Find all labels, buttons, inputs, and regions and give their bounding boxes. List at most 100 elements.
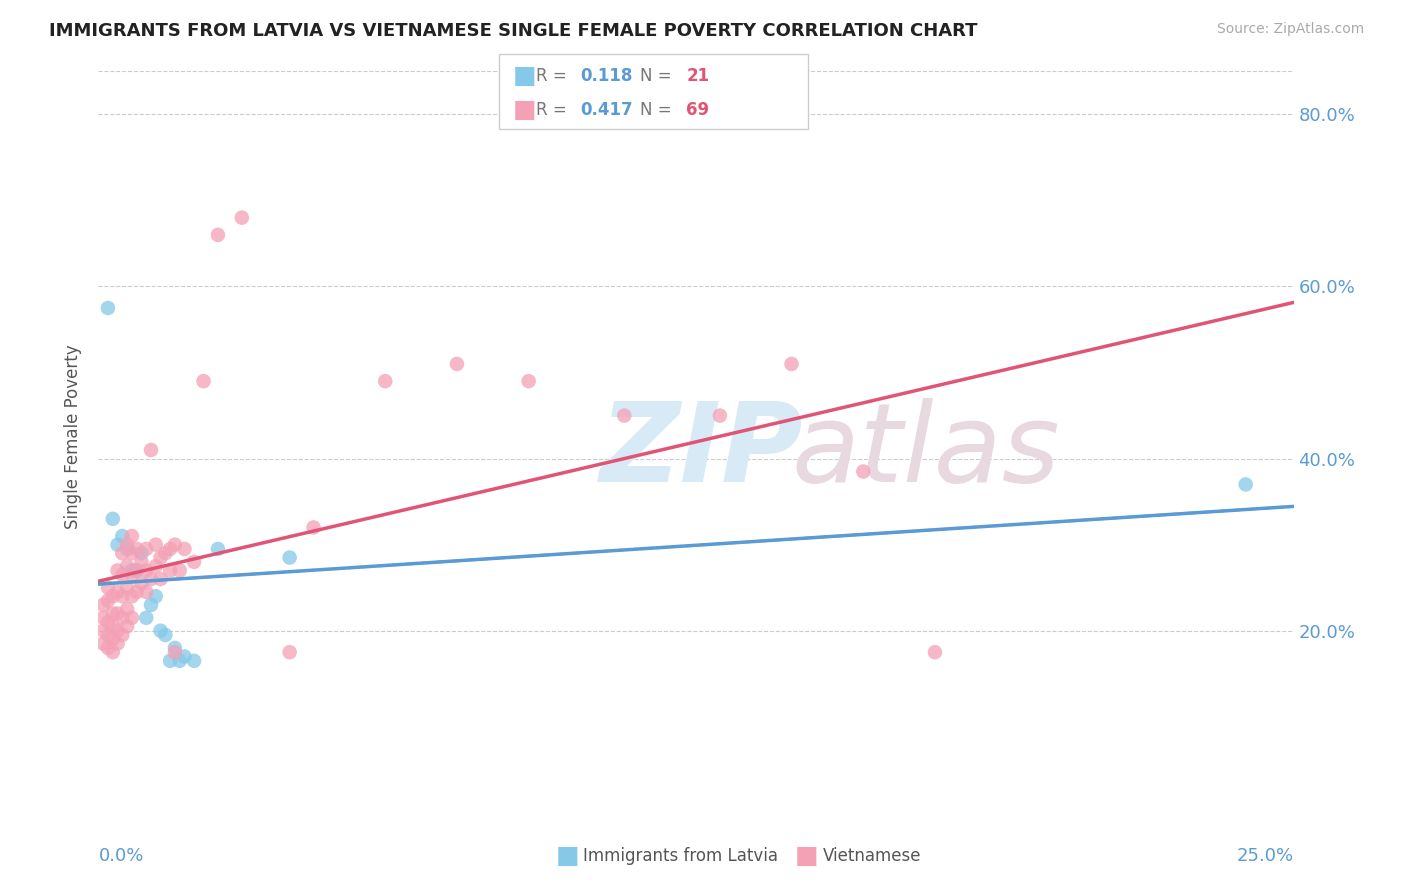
Point — [924, 645, 946, 659]
Point — [91, 624, 114, 638]
Point — [97, 628, 120, 642]
Point — [155, 628, 177, 642]
Point — [163, 645, 186, 659]
Point — [121, 564, 143, 578]
Point — [131, 555, 153, 569]
Point — [135, 541, 157, 556]
Point — [446, 357, 468, 371]
Point — [135, 564, 157, 578]
Text: ■: ■ — [513, 64, 537, 87]
Point — [101, 645, 124, 659]
Text: R =: R = — [536, 67, 572, 85]
Point — [115, 619, 138, 633]
Point — [183, 654, 205, 668]
Text: R =: R = — [536, 101, 572, 119]
Point — [709, 409, 731, 423]
Text: Vietnamese: Vietnamese — [823, 847, 921, 865]
Point — [155, 546, 177, 560]
Text: atlas: atlas — [792, 398, 1060, 505]
Point — [91, 611, 114, 625]
Point — [139, 572, 162, 586]
Point — [163, 538, 186, 552]
Point — [121, 529, 143, 543]
Point — [111, 628, 134, 642]
Point — [139, 442, 162, 457]
Point — [131, 546, 153, 560]
Point — [159, 564, 181, 578]
Point — [145, 559, 167, 574]
Point — [121, 546, 143, 560]
Point — [207, 541, 229, 556]
Point — [1234, 477, 1257, 491]
Point — [145, 589, 167, 603]
Text: N =: N = — [640, 101, 676, 119]
Point — [149, 572, 172, 586]
Point — [149, 624, 172, 638]
Point — [101, 607, 124, 621]
Point — [107, 585, 129, 599]
Text: 25.0%: 25.0% — [1236, 847, 1294, 864]
Point — [97, 301, 120, 315]
Point — [169, 654, 191, 668]
Text: 0.118: 0.118 — [581, 67, 633, 85]
Text: 0.0%: 0.0% — [98, 847, 143, 864]
Point — [374, 374, 396, 388]
Text: ■: ■ — [794, 845, 818, 868]
Text: 69: 69 — [686, 101, 709, 119]
Point — [115, 559, 138, 574]
Point — [613, 409, 636, 423]
Text: Source: ZipAtlas.com: Source: ZipAtlas.com — [1216, 22, 1364, 37]
Point — [115, 602, 138, 616]
Point — [97, 640, 120, 655]
Point — [101, 589, 124, 603]
Point — [107, 637, 129, 651]
Point — [97, 581, 120, 595]
Point — [231, 211, 253, 225]
Point — [121, 589, 143, 603]
Point — [115, 541, 138, 556]
Text: 21: 21 — [686, 67, 709, 85]
Point — [91, 637, 114, 651]
Point — [517, 374, 540, 388]
Point — [115, 538, 138, 552]
Point — [125, 585, 148, 599]
Point — [163, 640, 186, 655]
Point — [111, 529, 134, 543]
Point — [97, 593, 120, 607]
Point — [159, 654, 181, 668]
Point — [169, 564, 191, 578]
Text: ZIP: ZIP — [600, 398, 804, 505]
Point — [173, 541, 195, 556]
Point — [121, 611, 143, 625]
Point — [107, 607, 129, 621]
Point — [302, 520, 325, 534]
Point — [101, 619, 124, 633]
Point — [852, 465, 875, 479]
Point — [101, 632, 124, 647]
Y-axis label: Single Female Poverty: Single Female Poverty — [65, 345, 83, 529]
Point — [91, 598, 114, 612]
Point — [183, 555, 205, 569]
Point — [145, 538, 167, 552]
Text: IMMIGRANTS FROM LATVIA VS VIETNAMESE SINGLE FEMALE POVERTY CORRELATION CHART: IMMIGRANTS FROM LATVIA VS VIETNAMESE SIN… — [49, 22, 977, 40]
Point — [101, 512, 124, 526]
Text: 0.417: 0.417 — [581, 101, 633, 119]
Text: ■: ■ — [555, 845, 579, 868]
Point — [139, 598, 162, 612]
Point — [125, 564, 148, 578]
Point — [278, 550, 301, 565]
Point — [159, 541, 181, 556]
Point — [107, 538, 129, 552]
Point — [111, 611, 134, 625]
Text: N =: N = — [640, 67, 676, 85]
Point — [173, 649, 195, 664]
Point — [135, 585, 157, 599]
Point — [193, 374, 215, 388]
Point — [121, 567, 143, 582]
Point — [135, 611, 157, 625]
Point — [131, 576, 153, 591]
Point — [97, 615, 120, 629]
Point — [278, 645, 301, 659]
Point — [111, 567, 134, 582]
Point — [111, 589, 134, 603]
